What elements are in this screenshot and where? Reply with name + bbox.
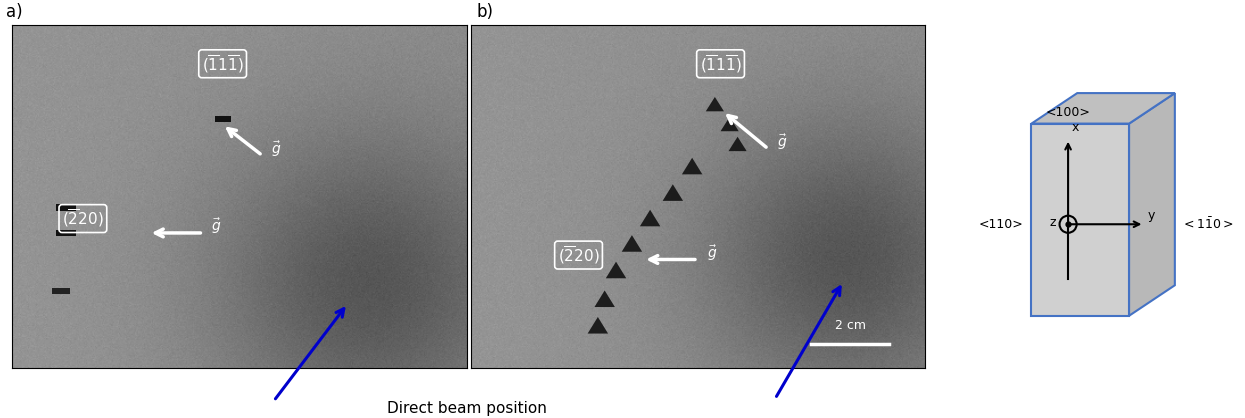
Text: $\vec{g}$: $\vec{g}$ bbox=[271, 139, 281, 159]
Text: b): b) bbox=[477, 3, 494, 21]
Bar bbox=[56, 229, 76, 236]
Text: a): a) bbox=[6, 3, 22, 21]
Polygon shape bbox=[682, 158, 702, 174]
Bar bbox=[56, 204, 76, 211]
Text: $(\overline{2}20)$: $(\overline{2}20)$ bbox=[62, 208, 103, 229]
Polygon shape bbox=[640, 210, 660, 226]
Text: y: y bbox=[1148, 209, 1155, 222]
Polygon shape bbox=[1032, 93, 1175, 124]
Polygon shape bbox=[594, 291, 615, 307]
Polygon shape bbox=[588, 317, 608, 334]
Text: <110>: <110> bbox=[979, 218, 1023, 231]
Text: $(\overline{1}1\overline{1})$: $(\overline{1}1\overline{1})$ bbox=[700, 53, 741, 75]
Text: $(\overline{1}1\overline{1})$: $(\overline{1}1\overline{1})$ bbox=[202, 53, 244, 75]
Text: Direct beam position: Direct beam position bbox=[387, 401, 547, 416]
Polygon shape bbox=[662, 184, 684, 201]
Text: $\vec{g}$: $\vec{g}$ bbox=[212, 217, 222, 236]
Polygon shape bbox=[621, 235, 642, 252]
Text: x: x bbox=[1072, 121, 1079, 134]
Polygon shape bbox=[606, 262, 626, 278]
Text: <100>: <100> bbox=[1046, 106, 1091, 119]
Polygon shape bbox=[721, 117, 738, 131]
Polygon shape bbox=[706, 97, 723, 111]
Polygon shape bbox=[728, 137, 747, 151]
Text: z: z bbox=[1050, 216, 1057, 229]
Text: $< 1\bar{1}0 >$: $< 1\bar{1}0 >$ bbox=[1182, 217, 1234, 232]
Bar bbox=[214, 116, 230, 122]
Bar bbox=[52, 288, 71, 294]
Text: $\vec{g}$: $\vec{g}$ bbox=[777, 133, 788, 152]
Text: $(\overline{2}20)$: $(\overline{2}20)$ bbox=[558, 244, 599, 266]
Text: $\vec{g}$: $\vec{g}$ bbox=[707, 243, 717, 263]
Polygon shape bbox=[1129, 93, 1175, 316]
Text: 2 cm: 2 cm bbox=[834, 319, 865, 332]
Polygon shape bbox=[1032, 124, 1129, 316]
